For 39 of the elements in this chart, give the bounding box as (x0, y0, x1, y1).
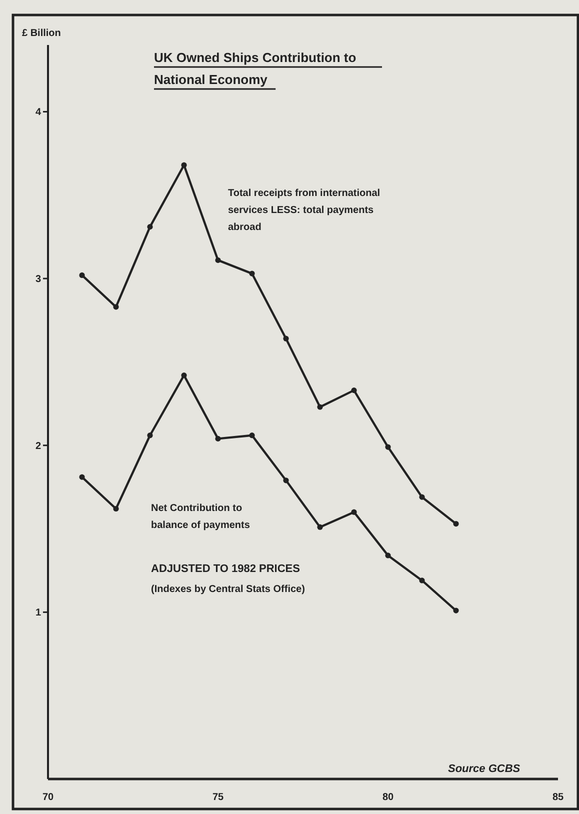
point (147, 224, 153, 230)
annotation: (Indexes by Central Stats Office) (151, 584, 305, 595)
text: Net Contribution to balance of payments (151, 503, 250, 531)
point (351, 388, 357, 394)
point (113, 506, 119, 512)
y-tick-label: 1 (35, 608, 42, 619)
point (215, 257, 221, 263)
point (79, 474, 85, 480)
point (181, 372, 187, 378)
x-tick-label: 80 (382, 792, 394, 803)
y-tick-label: 4 (35, 107, 42, 118)
point (419, 578, 425, 584)
point (249, 270, 255, 276)
x-tick-label: 75 (212, 792, 224, 803)
y-axis-title: £ Billion (22, 28, 61, 39)
point (385, 552, 391, 558)
point (385, 444, 391, 450)
y-tick-label: 3 (35, 274, 42, 286)
point (283, 478, 289, 484)
point (215, 436, 221, 442)
point (283, 336, 289, 342)
y-tick-label: 2 (35, 440, 42, 452)
annotation: Source GCBS (448, 763, 521, 775)
x-tick-label: 85 (552, 792, 564, 803)
point (147, 432, 153, 438)
x-tick-label: 70 (42, 792, 54, 803)
annotation: ADJUSTED TO 1982 PRICES (151, 563, 300, 575)
point (317, 404, 323, 410)
text: UK Owned Ships Contribution to National Economy (154, 50, 356, 87)
point (453, 608, 459, 614)
point (351, 509, 357, 515)
point (79, 272, 85, 278)
point (453, 520, 459, 527)
point (249, 432, 255, 438)
point (317, 524, 323, 530)
point (181, 162, 187, 168)
point (113, 304, 119, 310)
point (419, 494, 425, 500)
series-label: Total receipts from international services LESS: total payments abroad (228, 188, 380, 233)
